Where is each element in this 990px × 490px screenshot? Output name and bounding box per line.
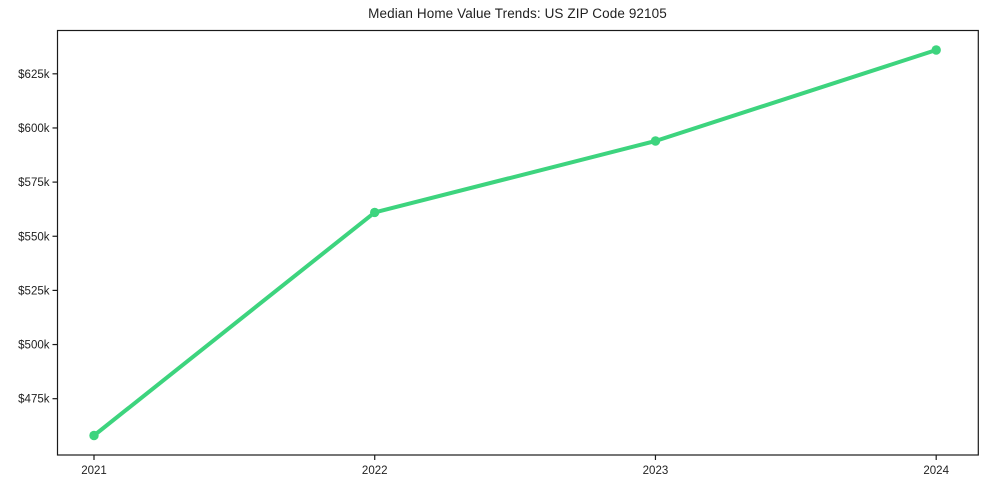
y-tick-label: $600k: [18, 123, 50, 135]
y-tick-label: $525k: [18, 285, 50, 297]
trend-line: [92, 48, 939, 438]
y-tick-label: $575k: [18, 177, 50, 189]
data-point-2021: [89, 430, 99, 441]
x-tick-label: 2022: [362, 465, 388, 477]
x-tick-label: 2024: [923, 465, 949, 477]
x-tick-label: 2021: [81, 465, 107, 477]
y-tick-label: $475k: [18, 394, 50, 406]
y-tick-label: $500k: [18, 340, 50, 352]
data-point-2023: [650, 136, 661, 146]
y-tick-label: $550k: [18, 231, 50, 243]
x-tick-label: 2023: [643, 465, 669, 477]
chart-title: Median Home Value Trends: US ZIP Code 92…: [368, 6, 667, 21]
plot-border: [56, 29, 979, 456]
y-tick-label: $625k: [18, 69, 50, 81]
data-point-2022: [370, 207, 380, 218]
data-point-2024: [931, 45, 941, 55]
